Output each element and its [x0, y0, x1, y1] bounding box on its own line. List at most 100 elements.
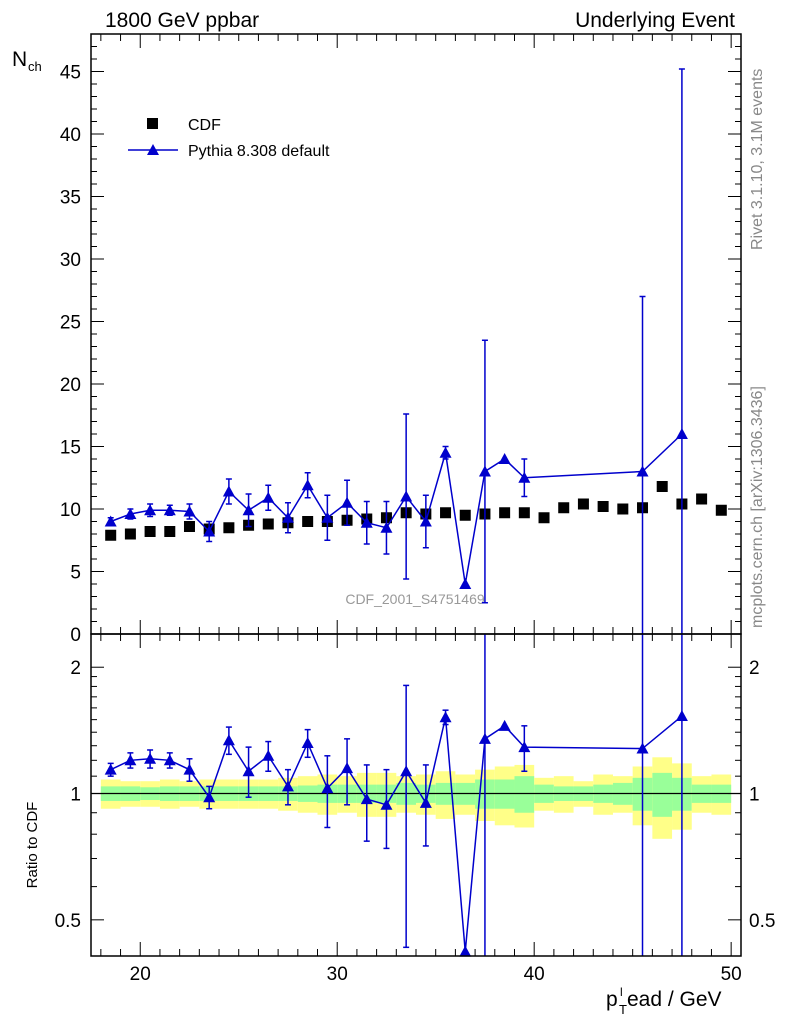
pythia-line — [110, 433, 683, 585]
pythia-data-point — [124, 508, 137, 519]
header-right-label: Underlying Event — [575, 9, 735, 32]
main-y-tick-label: 40 — [60, 125, 81, 146]
ratio-y-tick-label-right: 2 — [749, 658, 760, 679]
ratio-y-tick-label-right: 1 — [749, 785, 760, 806]
ratio-pythia-data-point — [163, 754, 176, 766]
ratio-pythia-data-point — [518, 741, 531, 753]
pythia-data-point — [144, 504, 157, 516]
pythia-data-point — [380, 521, 393, 533]
pythia-data-point — [400, 490, 413, 502]
cdf-data-point — [656, 481, 668, 492]
pythia-data-point — [675, 428, 688, 439]
main-y-tick-label: 35 — [60, 188, 81, 209]
rivet-version-label: Rivet 3.1.10, 3.1M events — [749, 69, 766, 250]
mcplots-label: mcplots.cern.ch [arXiv:1306.3436] — [749, 386, 766, 628]
ratio-plot-panel: 0.5 0.5 1 1 2 2 20 30 40 50 — [55, 634, 775, 985]
main-y-axis-label: N ch — [12, 48, 42, 74]
pythia-data-point — [242, 504, 255, 516]
x-tick-label: 40 — [524, 964, 545, 985]
ratio-pythia-data-point — [419, 796, 432, 808]
main-y-axis-label-main: N — [12, 48, 27, 71]
pythia-data-point — [321, 511, 334, 523]
cdf-data-point — [696, 493, 708, 505]
cdf-data-point — [144, 526, 156, 537]
pythia-data-point — [360, 516, 373, 528]
x-axis-label-rest: ead / GeV — [627, 988, 722, 1011]
main-y-axis-label-sub: ch — [28, 59, 42, 74]
cdf-data-point — [499, 507, 511, 519]
pythia-data-point — [301, 479, 314, 491]
ratio-y-tick-label-right: 0.5 — [749, 911, 775, 932]
cdf-data-point — [518, 507, 530, 519]
x-axis-label-sub: T — [619, 1002, 627, 1017]
header-left-label: 1800 GeV ppbar — [105, 9, 259, 32]
ratio-pythia-data-point — [459, 945, 472, 957]
cdf-data-point — [558, 502, 570, 514]
ratio-pythia-data-point — [636, 742, 649, 754]
main-y-tick-label: 10 — [60, 500, 81, 521]
main-y-tick-label: 45 — [60, 63, 81, 84]
cdf-data-point — [597, 501, 609, 512]
legend-pythia-marker — [147, 144, 159, 155]
pythia-data-point — [518, 471, 531, 483]
cdf-data-point — [302, 516, 314, 527]
pythia-data-point — [341, 496, 354, 508]
ratio-pythia-data-point — [301, 736, 314, 748]
pythia-data-point — [478, 465, 491, 477]
ratio-pythia-data-point — [478, 732, 491, 744]
pythia-data-point — [104, 515, 117, 527]
x-tick-label: 30 — [327, 964, 348, 985]
ratio-y-tick-label: 0.5 — [55, 911, 81, 932]
cdf-data-point — [164, 526, 176, 537]
ratio-y-tick-label: 1 — [70, 785, 81, 806]
cdf-data-point — [577, 498, 589, 510]
ratio-pythia-data-point — [281, 780, 294, 792]
cdf-data-point — [183, 521, 195, 532]
ratio-plot-frame — [90, 633, 742, 957]
main-y-tick-label: 0 — [70, 625, 81, 646]
x-axis-label-sup: l — [620, 985, 623, 999]
cdf-data-point — [105, 529, 117, 541]
pythia-data-point — [281, 511, 294, 523]
ratio-pythia-data-point — [222, 734, 235, 746]
ratio-pythia-data-point — [400, 765, 413, 777]
main-y-tick-label: 5 — [70, 563, 81, 584]
pythia-data-point — [419, 515, 432, 527]
analysis-watermark: CDF_2001_S4751469 — [345, 591, 485, 607]
pythia-data-point — [459, 578, 472, 589]
main-y-tick-label: 30 — [60, 250, 81, 271]
cdf-data-point — [538, 512, 550, 524]
ratio-pythia-data-point — [242, 765, 255, 777]
ratio-pythia-data-point — [104, 763, 117, 775]
ratio-pythia-data-point — [144, 752, 157, 764]
ratio-pythia-data-point — [183, 763, 196, 775]
ratio-pythia-data-point — [341, 762, 354, 774]
x-axis-label-p: p — [606, 988, 618, 1011]
legend-cdf-label: CDF — [188, 117, 221, 134]
ratio-pythia-data-point — [124, 754, 137, 766]
main-y-tick-label: 20 — [60, 375, 81, 396]
pythia-data-point — [439, 446, 452, 458]
legend-pythia-label: Pythia 8.308 default — [188, 143, 330, 160]
ratio-y-axis-label: Ratio to CDF — [24, 802, 41, 889]
cdf-data-point — [715, 504, 727, 516]
cdf-data-point — [124, 528, 136, 540]
x-axis-label: p T l ead / GeV — [606, 985, 722, 1017]
main-plot-panel: 0 5 10 15 20 25 30 35 40 45 — [60, 34, 741, 646]
x-tick-label: 50 — [721, 964, 742, 985]
pythia-data-point — [498, 453, 511, 464]
main-y-tick-label: 25 — [60, 313, 81, 334]
ratio-pythia-data-point — [439, 711, 452, 723]
pythia-data-point — [636, 465, 649, 477]
ratio-pythia-line — [110, 715, 683, 952]
pythia-data-point — [183, 505, 196, 517]
ratio-pythia-data-point — [498, 719, 511, 731]
legend: CDF Pythia 8.308 default — [128, 117, 330, 160]
pythia-data-point — [222, 485, 235, 497]
pythia-data-point — [262, 491, 275, 503]
ratio-pythia-data-point — [675, 710, 688, 722]
ratio-pythia-data-point — [360, 793, 373, 805]
ratio-pythia-data-point — [321, 782, 334, 794]
ratio-band-inner — [652, 772, 673, 817]
